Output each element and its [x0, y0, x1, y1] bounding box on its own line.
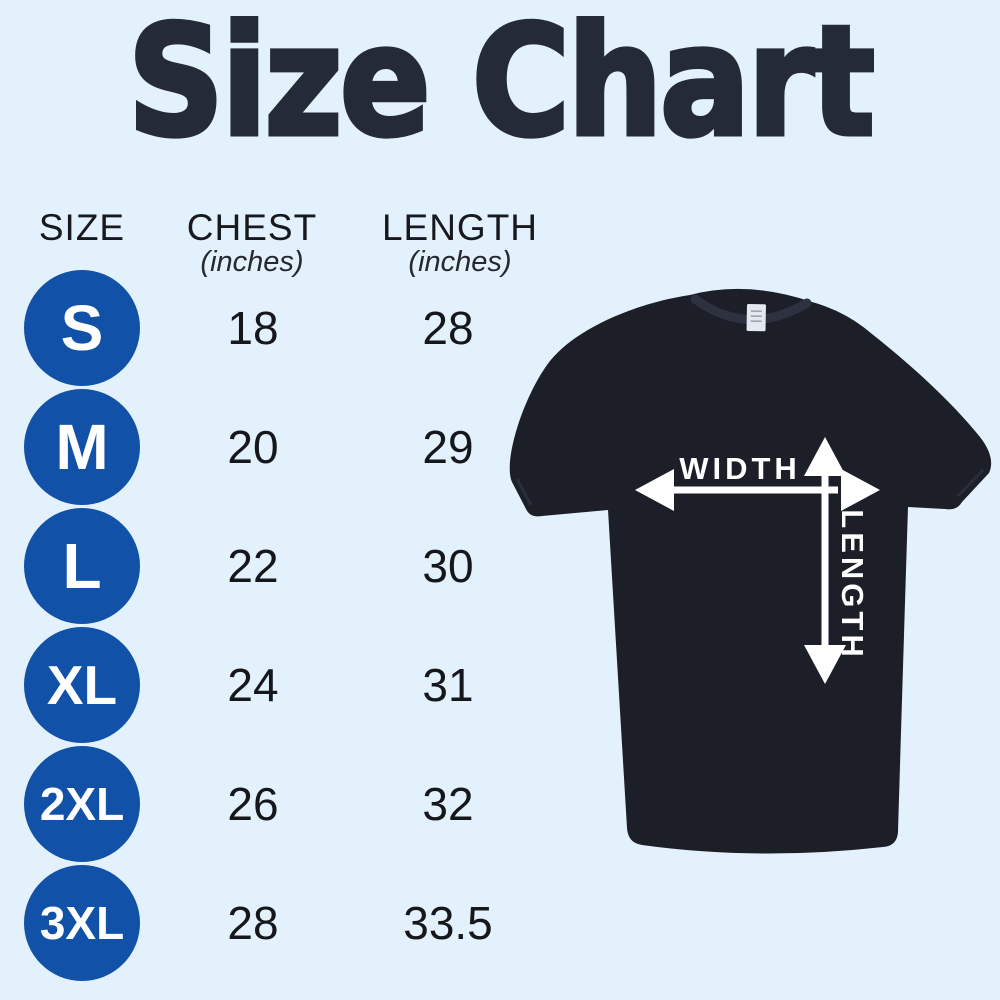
- chest-value: 20: [227, 421, 279, 473]
- column-header-size: SIZE: [38, 207, 126, 248]
- size-badge-label: 3XL: [39, 897, 125, 949]
- column-subheader-chest-units: (inches): [200, 246, 304, 278]
- width-arrow-left-head: [635, 469, 674, 511]
- column-subheader-length-units: (inches): [408, 246, 512, 278]
- length-arrow-line: [821, 460, 829, 660]
- width-arrow-right-head: [841, 469, 880, 511]
- chest-value: 28: [227, 897, 279, 949]
- length-label: LENGTH: [835, 509, 870, 660]
- length-value: 29: [422, 421, 474, 473]
- size-badge-label: M: [55, 411, 109, 483]
- neck-tag: [746, 304, 766, 332]
- page-title: Size Chart: [126, 0, 878, 170]
- size-badge: M: [24, 389, 140, 505]
- length-arrow-bottom-head: [804, 645, 846, 684]
- length-value: 33.5: [403, 897, 493, 949]
- width-arrow-line: [658, 486, 838, 494]
- size-badge: S: [24, 270, 140, 386]
- right-cuff-seam: [956, 468, 985, 498]
- tshirt-svg: WIDTH LENGTH: [509, 288, 992, 854]
- length-arrow-top-head: [804, 437, 846, 476]
- column-header-chest: CHEST: [186, 207, 318, 248]
- width-arrow: [635, 469, 880, 511]
- left-cuff-seam: [515, 478, 533, 506]
- table-row-m: M 20 29: [0, 388, 548, 506]
- length-value: 28: [422, 302, 474, 354]
- length-arrow: [804, 437, 846, 684]
- length-value: 30: [422, 540, 474, 592]
- size-badge-label: 2XL: [39, 778, 125, 830]
- chest-value: 26: [227, 778, 279, 830]
- size-badge: 2XL: [24, 746, 140, 862]
- size-badge: L: [24, 508, 140, 624]
- tshirt-figure: WIDTH LENGTH: [490, 272, 1000, 864]
- table-row-s: S 18 28: [0, 269, 548, 387]
- size-badge: XL: [24, 627, 140, 743]
- table-row-2xl: 2XL 26 32: [0, 745, 548, 863]
- chest-value: 22: [227, 540, 279, 592]
- size-badge: 3XL: [24, 865, 140, 981]
- table-row-3xl: 3XL 28 33.5: [0, 864, 548, 982]
- size-badge-label: S: [60, 292, 104, 364]
- chest-value: 24: [227, 659, 279, 711]
- size-badge-label: L: [62, 530, 102, 602]
- length-value: 31: [422, 659, 474, 711]
- length-value: 32: [422, 778, 474, 830]
- tshirt-silhouette: [509, 288, 992, 854]
- size-badge-label: XL: [46, 654, 118, 716]
- table-row-xl: XL 24 31: [0, 626, 548, 744]
- column-header-length: LENGTH: [381, 207, 539, 248]
- width-label: WIDTH: [679, 451, 801, 486]
- table-row-l: L 22 30: [0, 507, 548, 625]
- chest-value: 18: [227, 302, 279, 354]
